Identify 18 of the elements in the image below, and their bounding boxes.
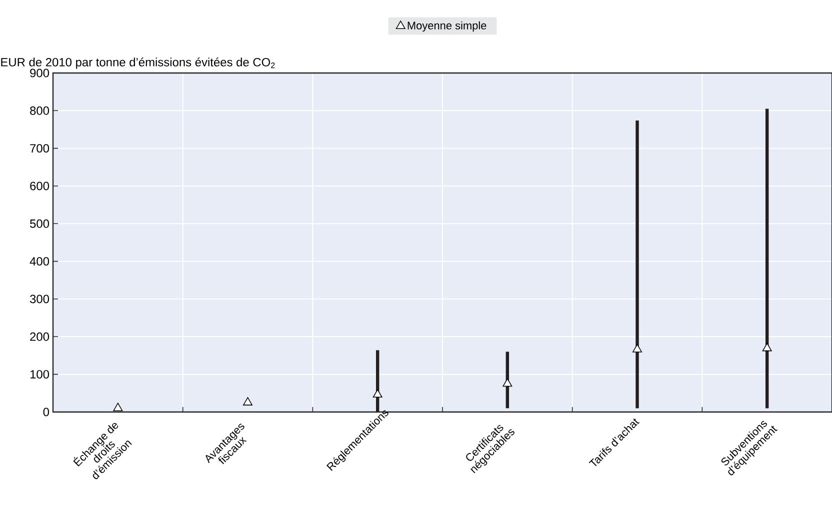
point [762,342,772,352]
y-tick-label: 800 [30,106,50,115]
y-tick-label: 0 [43,408,50,416]
point [632,344,642,352]
y-tick-label: 600 [30,182,50,190]
y-tick-label: 500 [30,219,50,228]
y-tick-label: 300 [30,294,50,304]
y-tick-label: 100 [30,370,50,379]
legend-label: Moyenne simple [408,21,486,32]
point [243,397,252,406]
y-tick-label: 700 [30,144,50,153]
point [113,402,123,412]
point [502,378,512,387]
y-tick-label: 900 [30,68,50,78]
y-axis-title: EUR de 2010 par tonne d’émissions évitées de CO$_{2}$ [1,58,275,69]
point [372,389,382,398]
y-tick-label: 400 [30,257,50,266]
y-tick-label: 200 [30,332,50,341]
